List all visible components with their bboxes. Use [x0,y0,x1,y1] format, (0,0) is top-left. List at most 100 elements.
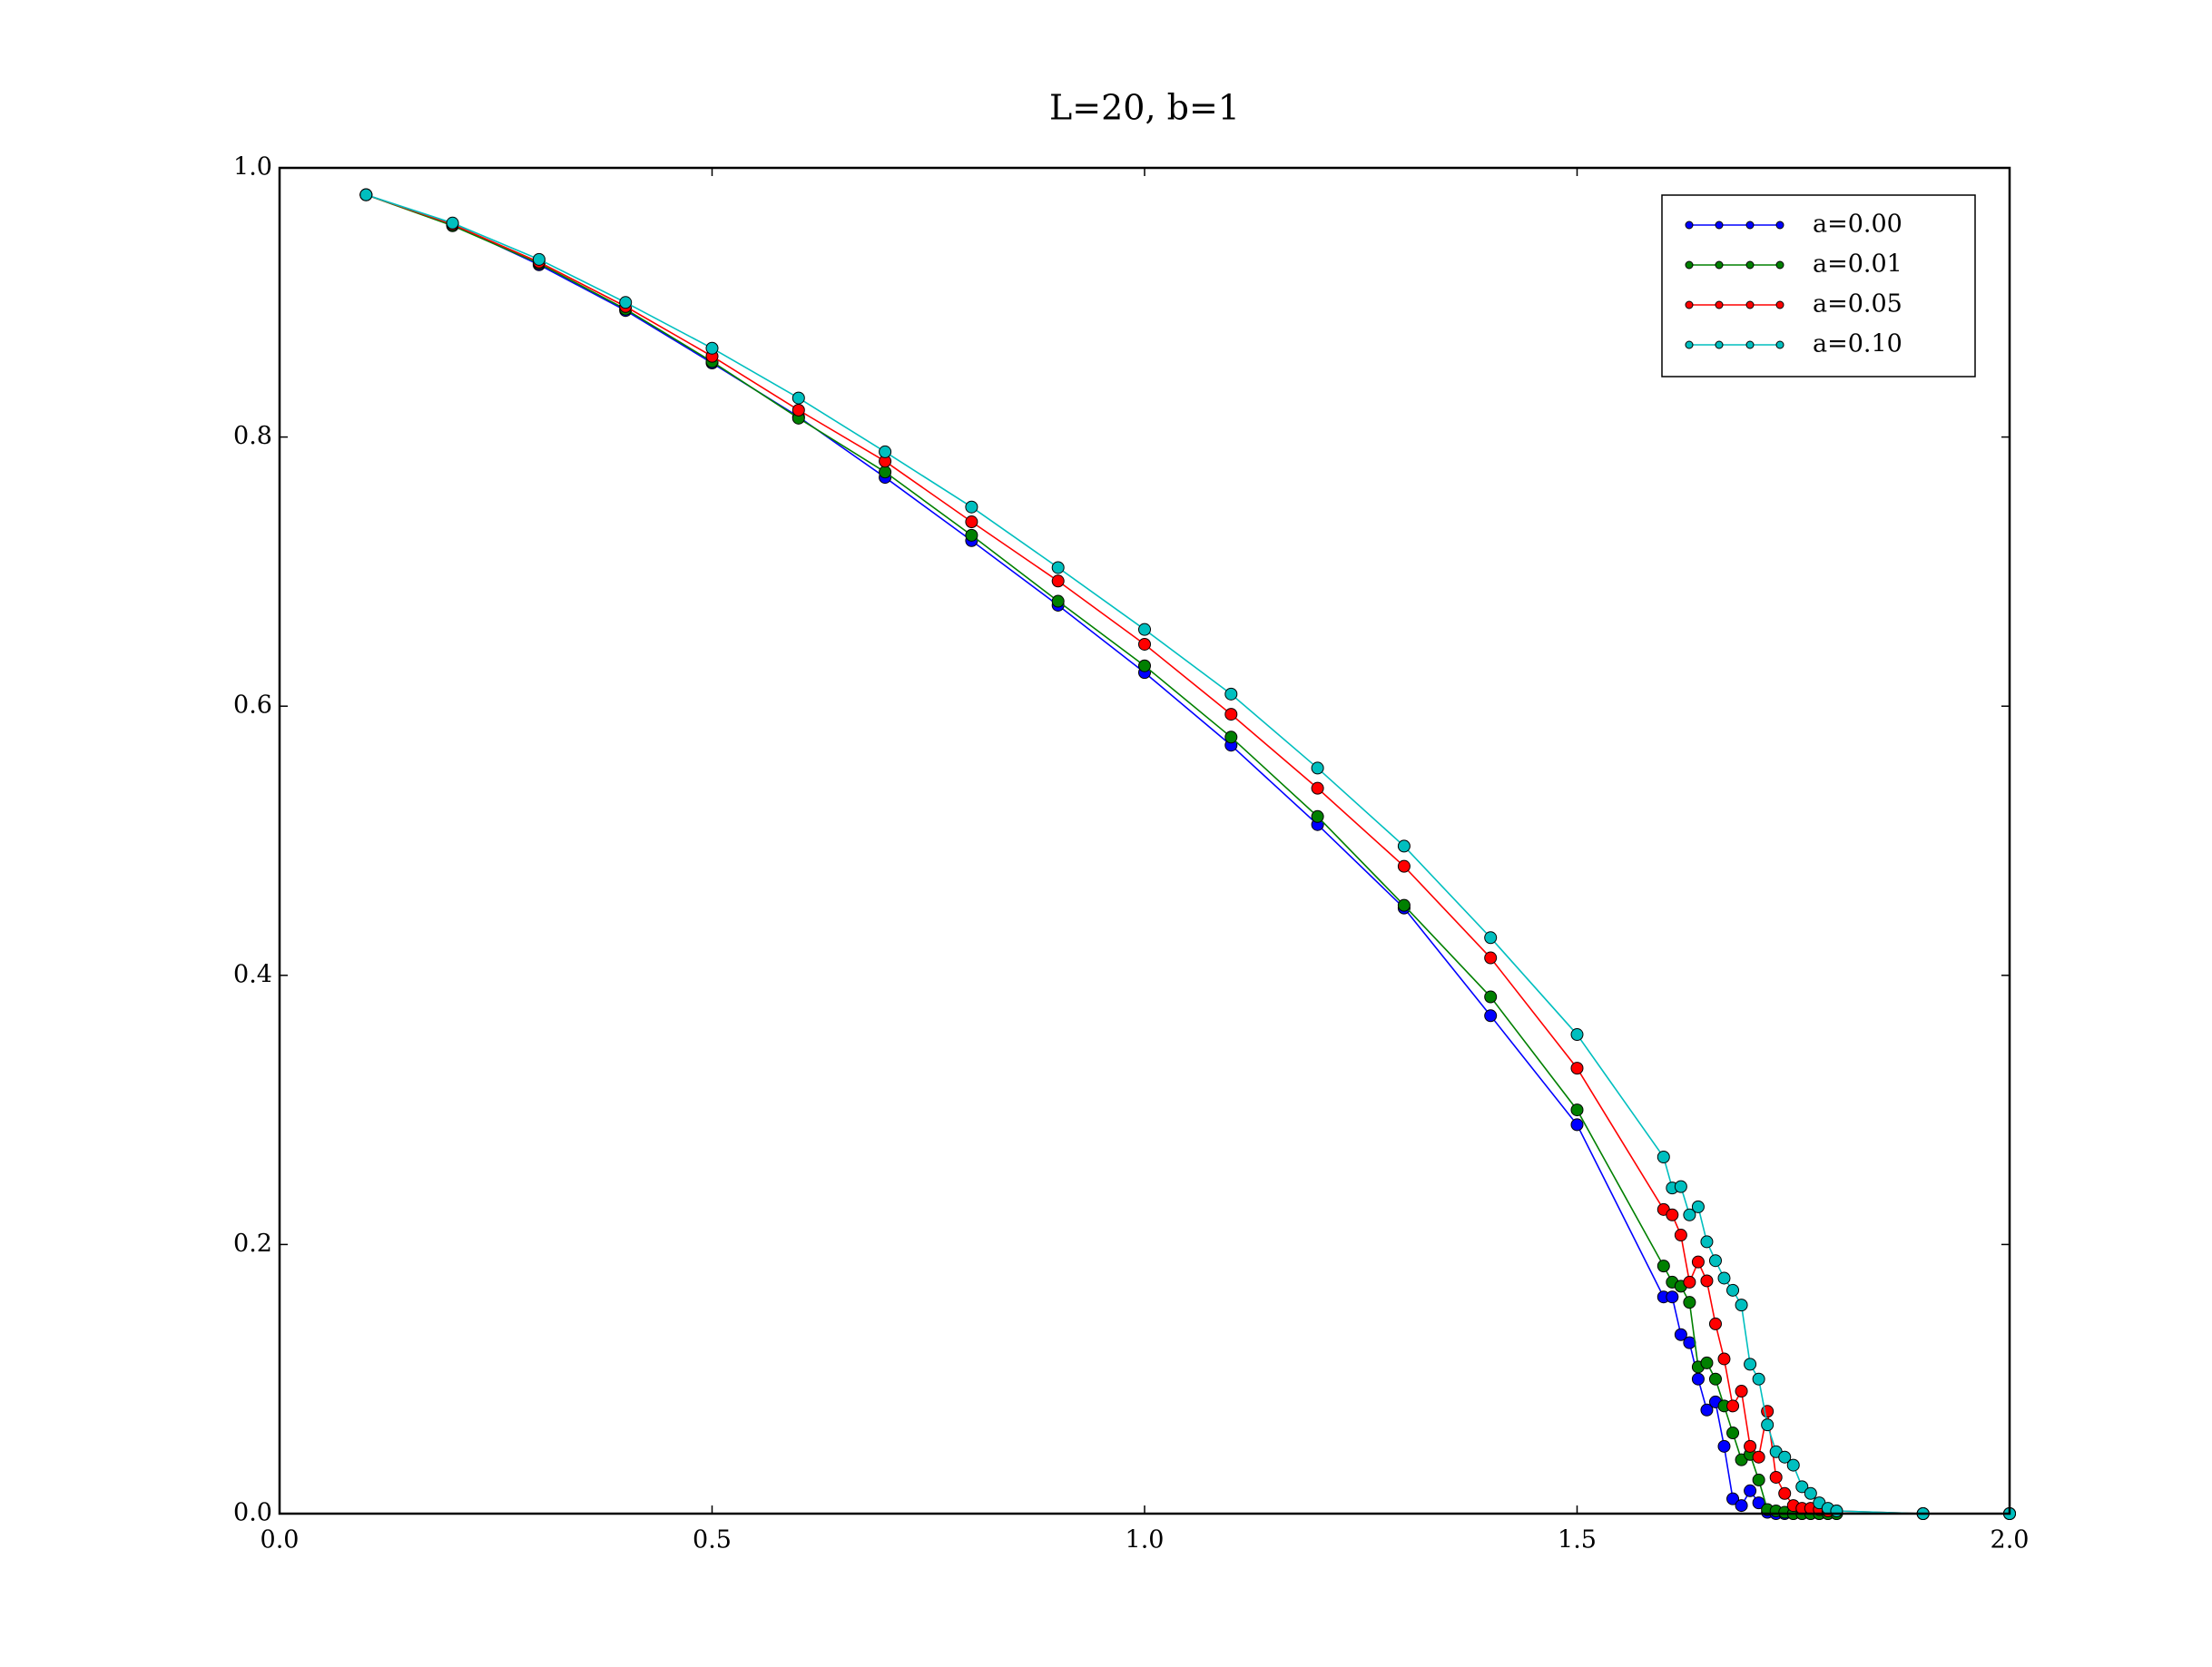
legend-label: a=0.01 [1813,250,1902,279]
y-tick-label: 0.4 [233,960,272,988]
data-point [1700,1356,1714,1369]
data-point [791,391,805,405]
legend-label: a=0.00 [1813,211,1902,239]
data-point [1397,859,1411,873]
legend-marker [1715,340,1724,349]
data-point [446,216,459,230]
data-point [1700,1274,1714,1288]
y-tick-label: 0.6 [233,691,272,720]
data-point [1752,1450,1765,1464]
y-tick-label: 0.2 [233,1230,272,1258]
data-point [1744,1439,1757,1453]
data-point [965,500,978,514]
data-point [1744,1484,1757,1497]
data-point [1761,1418,1775,1432]
data-point [1708,1372,1722,1386]
plot-frame [278,166,2011,1515]
y-tick-label: 0.8 [233,422,272,450]
y-tick-label: 0.0 [233,1499,272,1527]
data-point [1726,1283,1740,1297]
x-tick-label: 1.0 [1126,1526,1165,1554]
data-point [1708,1317,1722,1330]
data-point [1051,594,1065,608]
legend-label: a=0.05 [1813,290,1902,319]
legend-marker [1745,340,1755,349]
legend-marker [1775,340,1784,349]
data-point [1657,1260,1670,1273]
data-point [1752,1496,1765,1510]
legend-marker [1745,300,1755,309]
data-point [1778,1450,1792,1464]
legend-marker [1775,221,1784,230]
data-point [1726,1399,1740,1413]
data-point [1311,781,1324,795]
data-point [1138,659,1151,672]
legend-marker [1685,340,1694,349]
data-point [1761,1405,1775,1418]
data-point [879,466,892,479]
data-point [1570,1118,1584,1132]
x-tick-label: 0.5 [693,1526,732,1554]
data-point [1735,1385,1748,1398]
data-point [1786,1458,1800,1472]
data-point [1830,1505,1843,1518]
legend-marker [1685,260,1694,270]
data-point [1700,1235,1714,1249]
data-point [705,341,719,355]
data-point [1674,1229,1687,1242]
data-point [1735,1499,1748,1513]
data-point [1769,1470,1783,1484]
data-point [1484,990,1498,1004]
legend-marker [1715,260,1724,270]
data-point [1691,1255,1705,1269]
data-point [1484,1009,1498,1023]
data-point [791,403,805,417]
legend-marker [1685,300,1694,309]
data-point [1735,1299,1748,1312]
legend-marker [1745,221,1755,230]
data-point [965,528,978,542]
y-tick-label: 1.0 [233,153,272,181]
data-point [1744,1358,1757,1371]
data-point [1717,1352,1731,1366]
data-point [1708,1254,1722,1268]
data-point [1311,809,1324,823]
data-point [1570,1028,1584,1042]
data-point [1311,761,1324,775]
legend-marker [1715,221,1724,230]
legend-marker [1685,221,1694,230]
data-point [532,252,546,266]
data-point [1752,1372,1765,1386]
data-point [1570,1103,1584,1117]
data-point [1683,1208,1696,1221]
data-point [1804,1486,1817,1500]
data-point [1484,931,1498,945]
data-point [1666,1290,1679,1304]
data-point [1752,1473,1765,1486]
data-point [1051,561,1065,574]
data-point [1397,839,1411,853]
data-point [1778,1486,1792,1500]
data-point [359,188,373,201]
data-point [1683,1275,1696,1289]
x-tick-label: 0.0 [261,1526,300,1554]
data-point [1657,1151,1670,1164]
data-point [1700,1403,1714,1417]
chart-title: L=20, b=1 [1049,88,1240,128]
data-point [1051,574,1065,588]
data-point [1138,637,1151,651]
data-point [1224,731,1238,744]
x-tick-label: 2.0 [1991,1526,2030,1554]
legend-marker [1775,300,1784,309]
data-point [1691,1200,1705,1213]
legend-marker [1745,260,1755,270]
legend-marker [1715,300,1724,309]
data-point [1717,1439,1731,1453]
data-point [1484,951,1498,965]
legend-label: a=0.10 [1813,330,1902,358]
data-point [1570,1062,1584,1075]
x-tick-label: 1.5 [1558,1526,1597,1554]
data-point [1666,1208,1679,1221]
data-point [1726,1427,1740,1440]
